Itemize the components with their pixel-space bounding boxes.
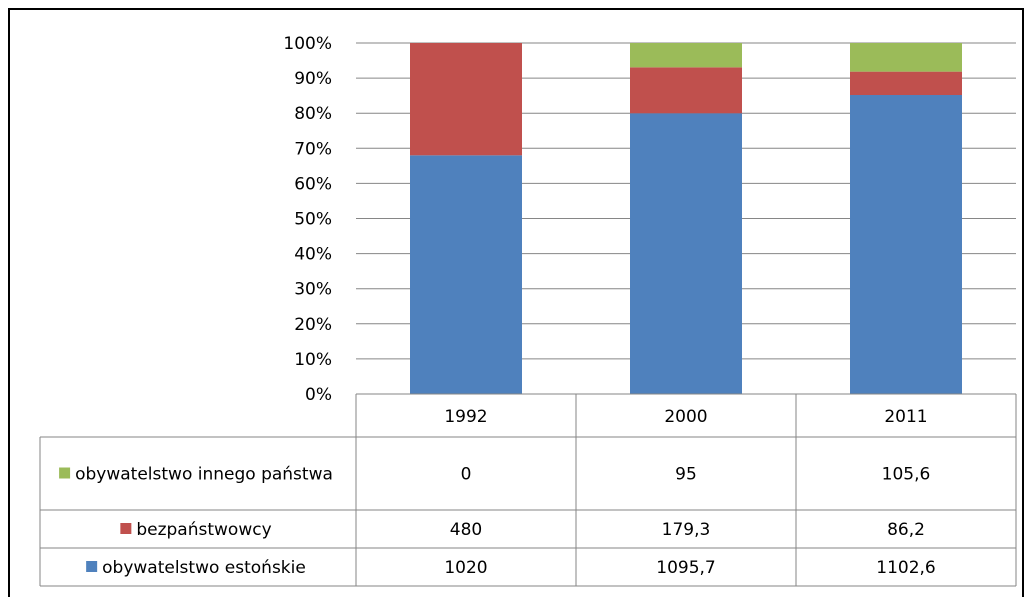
y-tick-label: 50% — [294, 210, 332, 230]
y-tick-label: 90% — [294, 69, 332, 89]
legend-label: obywatelstwo innego państwa — [75, 465, 333, 485]
table-value: 0 — [461, 465, 472, 485]
bar-segment — [850, 71, 962, 96]
bar-segment — [850, 95, 962, 394]
y-tick-label: 0% — [305, 385, 332, 405]
y-axis-ticks: 0% 10% 20% 30% 40% 50% 60% 70% 80% 90% 100% — [283, 34, 332, 405]
x-tick-label: 1992 — [444, 407, 487, 427]
table-value: 95 — [675, 465, 697, 485]
legend-swatch — [59, 467, 71, 479]
bars — [410, 43, 962, 395]
table-value: 480 — [450, 520, 482, 540]
y-tick-label: 70% — [294, 139, 332, 159]
table-value: 1095,7 — [656, 558, 715, 578]
table-value: 1102,6 — [876, 558, 935, 578]
table-value: 179,3 — [662, 520, 711, 540]
bar-segment — [630, 67, 742, 114]
bar-segment — [410, 155, 522, 394]
y-tick-label: 60% — [294, 174, 332, 194]
data-table: 1992 2000 2011 obywatelstwo innego państwa 0… — [39, 393, 1017, 587]
y-tick-label: 20% — [294, 315, 332, 335]
legend-label: obywatelstwo estońskie — [102, 558, 306, 578]
chart-frame — [8, 8, 1024, 597]
y-tick-label: 30% — [294, 280, 332, 300]
y-tick-label: 100% — [283, 34, 332, 54]
table-value: 1020 — [444, 558, 487, 578]
bar-segment — [850, 43, 962, 72]
x-tick-label: 2000 — [664, 407, 707, 427]
legend-label: bezpaństwowcy — [136, 520, 271, 540]
x-tick-label: 2011 — [884, 407, 927, 427]
legend-swatch — [86, 561, 98, 572]
bar-segment — [630, 113, 742, 395]
bar-segment — [630, 43, 742, 68]
y-tick-label: 80% — [294, 104, 332, 124]
legend-swatch — [120, 523, 132, 534]
bar-segment — [410, 43, 522, 156]
y-tick-label: 10% — [294, 350, 332, 370]
y-tick-label: 40% — [294, 245, 332, 265]
table-value: 86,2 — [887, 520, 925, 540]
table-value: 105,6 — [882, 465, 931, 485]
